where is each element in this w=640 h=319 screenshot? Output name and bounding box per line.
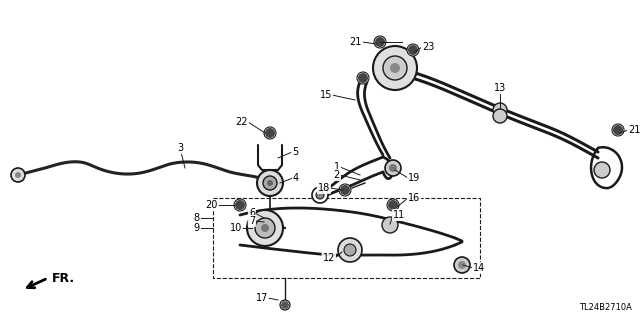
Text: 3: 3 [177,143,183,153]
Polygon shape [282,302,289,308]
Circle shape [267,215,273,221]
Circle shape [408,45,418,55]
Text: 14: 14 [473,263,485,273]
Circle shape [257,170,283,196]
Circle shape [613,125,623,135]
Circle shape [390,63,400,73]
Circle shape [493,109,507,123]
Circle shape [382,217,398,233]
Text: 1: 1 [334,162,340,172]
Circle shape [264,127,276,139]
Circle shape [267,180,273,186]
Text: 19: 19 [408,173,420,183]
Circle shape [454,257,470,273]
Circle shape [312,187,328,203]
Text: 12: 12 [323,253,335,263]
Text: 16: 16 [408,193,420,203]
Circle shape [265,128,275,138]
Circle shape [407,44,419,56]
Circle shape [389,164,397,172]
Circle shape [358,73,368,83]
Circle shape [387,199,399,211]
Text: 22: 22 [236,117,248,127]
Text: 10: 10 [230,223,242,233]
Circle shape [235,200,245,210]
Circle shape [612,124,624,136]
Circle shape [357,72,369,84]
Text: 2: 2 [333,170,340,180]
Text: 4: 4 [293,173,299,183]
Text: 20: 20 [205,200,218,210]
Circle shape [374,36,386,48]
Circle shape [316,191,324,199]
Circle shape [458,261,466,269]
Circle shape [264,212,276,224]
Text: 7: 7 [249,216,255,226]
Text: 15: 15 [319,90,332,100]
Text: TL24B2710A: TL24B2710A [579,303,632,312]
Circle shape [261,224,269,232]
Circle shape [247,210,283,246]
Circle shape [255,218,275,238]
Circle shape [594,162,610,178]
Circle shape [383,56,407,80]
Text: 17: 17 [255,293,268,303]
Circle shape [493,103,507,117]
Text: 13: 13 [494,83,506,93]
Bar [213,198,480,278]
Text: 8: 8 [194,213,200,223]
Circle shape [375,37,385,47]
Circle shape [340,185,350,195]
Circle shape [280,300,290,310]
Circle shape [344,244,356,256]
Text: FR.: FR. [52,271,75,285]
Circle shape [263,176,277,190]
Circle shape [11,168,25,182]
Text: 6: 6 [249,208,255,218]
Circle shape [339,184,351,196]
Text: 23: 23 [422,42,435,52]
Circle shape [385,160,401,176]
Circle shape [15,172,21,178]
Text: 21: 21 [628,125,640,135]
Text: 9: 9 [194,223,200,233]
Text: 21: 21 [349,37,362,47]
Circle shape [388,200,398,210]
Text: 18: 18 [317,183,330,193]
Circle shape [234,199,246,211]
Circle shape [338,238,362,262]
Circle shape [373,46,417,90]
Text: 5: 5 [292,147,298,157]
Text: 11: 11 [393,210,405,220]
